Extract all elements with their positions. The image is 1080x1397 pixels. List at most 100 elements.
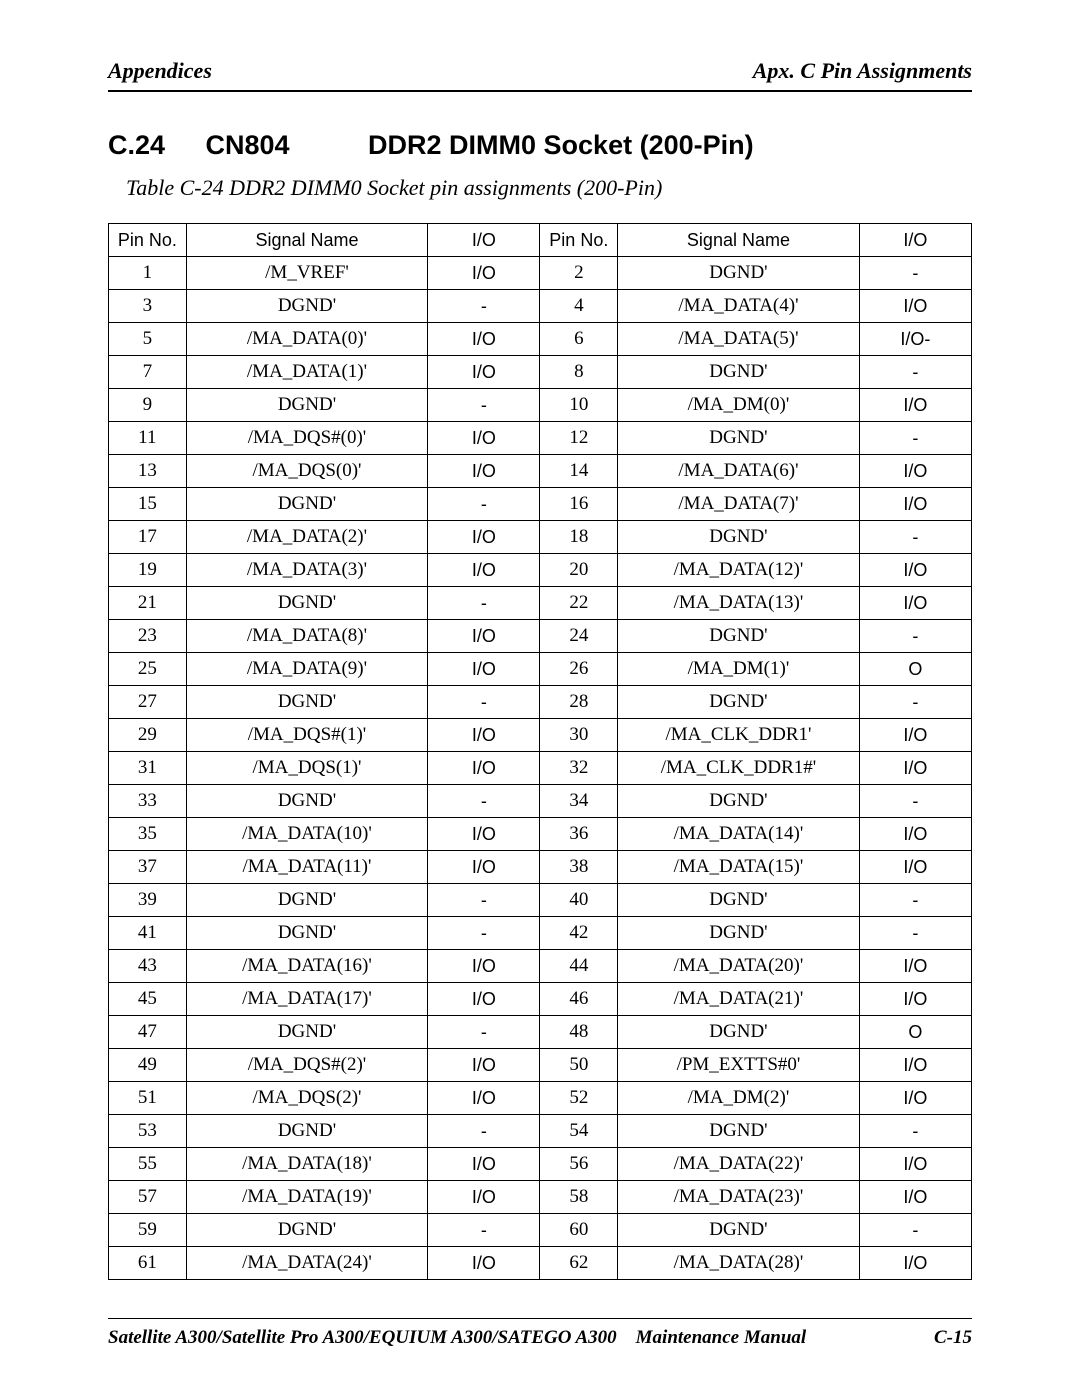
table-cell: 30 [540, 719, 618, 752]
table-row: 31/MA_DQS(1)'I/O32/MA_CLK_DDR1#'I/O [109, 752, 972, 785]
table-cell: DGND' [618, 1115, 860, 1148]
table-cell: /MA_DATA(17)' [186, 983, 428, 1016]
table-cell: I/O [428, 1082, 540, 1115]
table-cell: 17 [109, 521, 187, 554]
table-cell: 60 [540, 1214, 618, 1247]
table-cell: I/O [428, 653, 540, 686]
table-cell: 56 [540, 1148, 618, 1181]
table-cell: I/O [428, 719, 540, 752]
table-cell: DGND' [186, 884, 428, 917]
table-cell: DGND' [186, 1214, 428, 1247]
table-cell: I/O [428, 752, 540, 785]
table-cell: 39 [109, 884, 187, 917]
table-cell: 25 [109, 653, 187, 686]
table-cell: 48 [540, 1016, 618, 1049]
table-cell: - [859, 686, 971, 719]
table-cell: I/O [428, 620, 540, 653]
table-cell: I/O [859, 1049, 971, 1082]
table-cell: I/O [428, 1247, 540, 1280]
table-cell: 55 [109, 1148, 187, 1181]
table-row: 19/MA_DATA(3)'I/O20/MA_DATA(12)'I/O [109, 554, 972, 587]
table-cell: - [859, 422, 971, 455]
table-cell: 34 [540, 785, 618, 818]
table-cell: 44 [540, 950, 618, 983]
table-cell: I/O- [859, 323, 971, 356]
table-cell: 62 [540, 1247, 618, 1280]
table-cell: I/O [859, 851, 971, 884]
table-cell: I/O [428, 455, 540, 488]
section-heading: C.24 CN804 DDR2 DIMM0 Socket (200-Pin) [108, 130, 972, 161]
table-cell: DGND' [186, 290, 428, 323]
table-cell: 26 [540, 653, 618, 686]
table-cell: /MA_DM(1)' [618, 653, 860, 686]
table-cell: - [428, 1214, 540, 1247]
table-cell: 49 [109, 1049, 187, 1082]
table-cell: I/O [859, 587, 971, 620]
table-row: 25/MA_DATA(9)'I/O26/MA_DM(1)'O [109, 653, 972, 686]
table-cell: /MA_DATA(11)' [186, 851, 428, 884]
table-cell: - [859, 257, 971, 290]
table-row: 39DGND'-40DGND'- [109, 884, 972, 917]
table-cell: 27 [109, 686, 187, 719]
table-row: 37/MA_DATA(11)'I/O38/MA_DATA(15)'I/O [109, 851, 972, 884]
table-cell: 45 [109, 983, 187, 1016]
table-cell: DGND' [618, 686, 860, 719]
header-left: Appendices [108, 58, 212, 84]
table-cell: /MA_DATA(4)' [618, 290, 860, 323]
table-cell: 13 [109, 455, 187, 488]
table-cell: /MA_DATA(21)' [618, 983, 860, 1016]
table-row: 21DGND'-22/MA_DATA(13)'I/O [109, 587, 972, 620]
table-cell: DGND' [618, 917, 860, 950]
table-cell: /MA_CLK_DDR1#' [618, 752, 860, 785]
table-cell: 42 [540, 917, 618, 950]
table-row: 45/MA_DATA(17)'I/O46/MA_DATA(21)'I/O [109, 983, 972, 1016]
table-cell: DGND' [186, 587, 428, 620]
table-row: 27DGND'-28DGND'- [109, 686, 972, 719]
col-header: Signal Name [618, 224, 860, 257]
table-cell: DGND' [186, 1115, 428, 1148]
table-cell: DGND' [186, 488, 428, 521]
table-cell: 2 [540, 257, 618, 290]
col-header: Signal Name [186, 224, 428, 257]
table-row: 3DGND'-4/MA_DATA(4)'I/O [109, 290, 972, 323]
table-cell: DGND' [186, 686, 428, 719]
table-cell: /MA_DATA(0)' [186, 323, 428, 356]
table-cell: I/O [428, 323, 540, 356]
table-cell: - [859, 521, 971, 554]
table-cell: I/O [428, 356, 540, 389]
table-cell: - [428, 587, 540, 620]
table-cell: DGND' [618, 785, 860, 818]
table-cell: 16 [540, 488, 618, 521]
table-cell: DGND' [618, 257, 860, 290]
table-cell: - [428, 488, 540, 521]
table-cell: 7 [109, 356, 187, 389]
page-footer: Satellite A300/Satellite Pro A300/EQUIUM… [108, 1318, 972, 1349]
table-cell: 6 [540, 323, 618, 356]
table-cell: /MA_CLK_DDR1' [618, 719, 860, 752]
table-cell: I/O [859, 1082, 971, 1115]
table-cell: 59 [109, 1214, 187, 1247]
table-cell: - [859, 1115, 971, 1148]
col-header: Pin No. [109, 224, 187, 257]
table-cell: /MA_DATA(22)' [618, 1148, 860, 1181]
table-cell: /MA_DATA(20)' [618, 950, 860, 983]
col-header: I/O [859, 224, 971, 257]
table-cell: 12 [540, 422, 618, 455]
table-cell: 36 [540, 818, 618, 851]
table-cell: I/O [859, 554, 971, 587]
table-cell: I/O [859, 983, 971, 1016]
table-row: 59DGND'-60DGND'- [109, 1214, 972, 1247]
table-cell: 15 [109, 488, 187, 521]
table-cell: - [428, 389, 540, 422]
table-cell: 37 [109, 851, 187, 884]
table-cell: /PM_EXTTS#0' [618, 1049, 860, 1082]
table-cell: I/O [428, 950, 540, 983]
table-cell: - [428, 785, 540, 818]
table-cell: 9 [109, 389, 187, 422]
table-cell: DGND' [618, 620, 860, 653]
table-cell: DGND' [618, 1214, 860, 1247]
table-row: 57/MA_DATA(19)'I/O58/MA_DATA(23)'I/O [109, 1181, 972, 1214]
table-cell: 21 [109, 587, 187, 620]
table-cell: I/O [428, 1049, 540, 1082]
table-cell: - [428, 884, 540, 917]
